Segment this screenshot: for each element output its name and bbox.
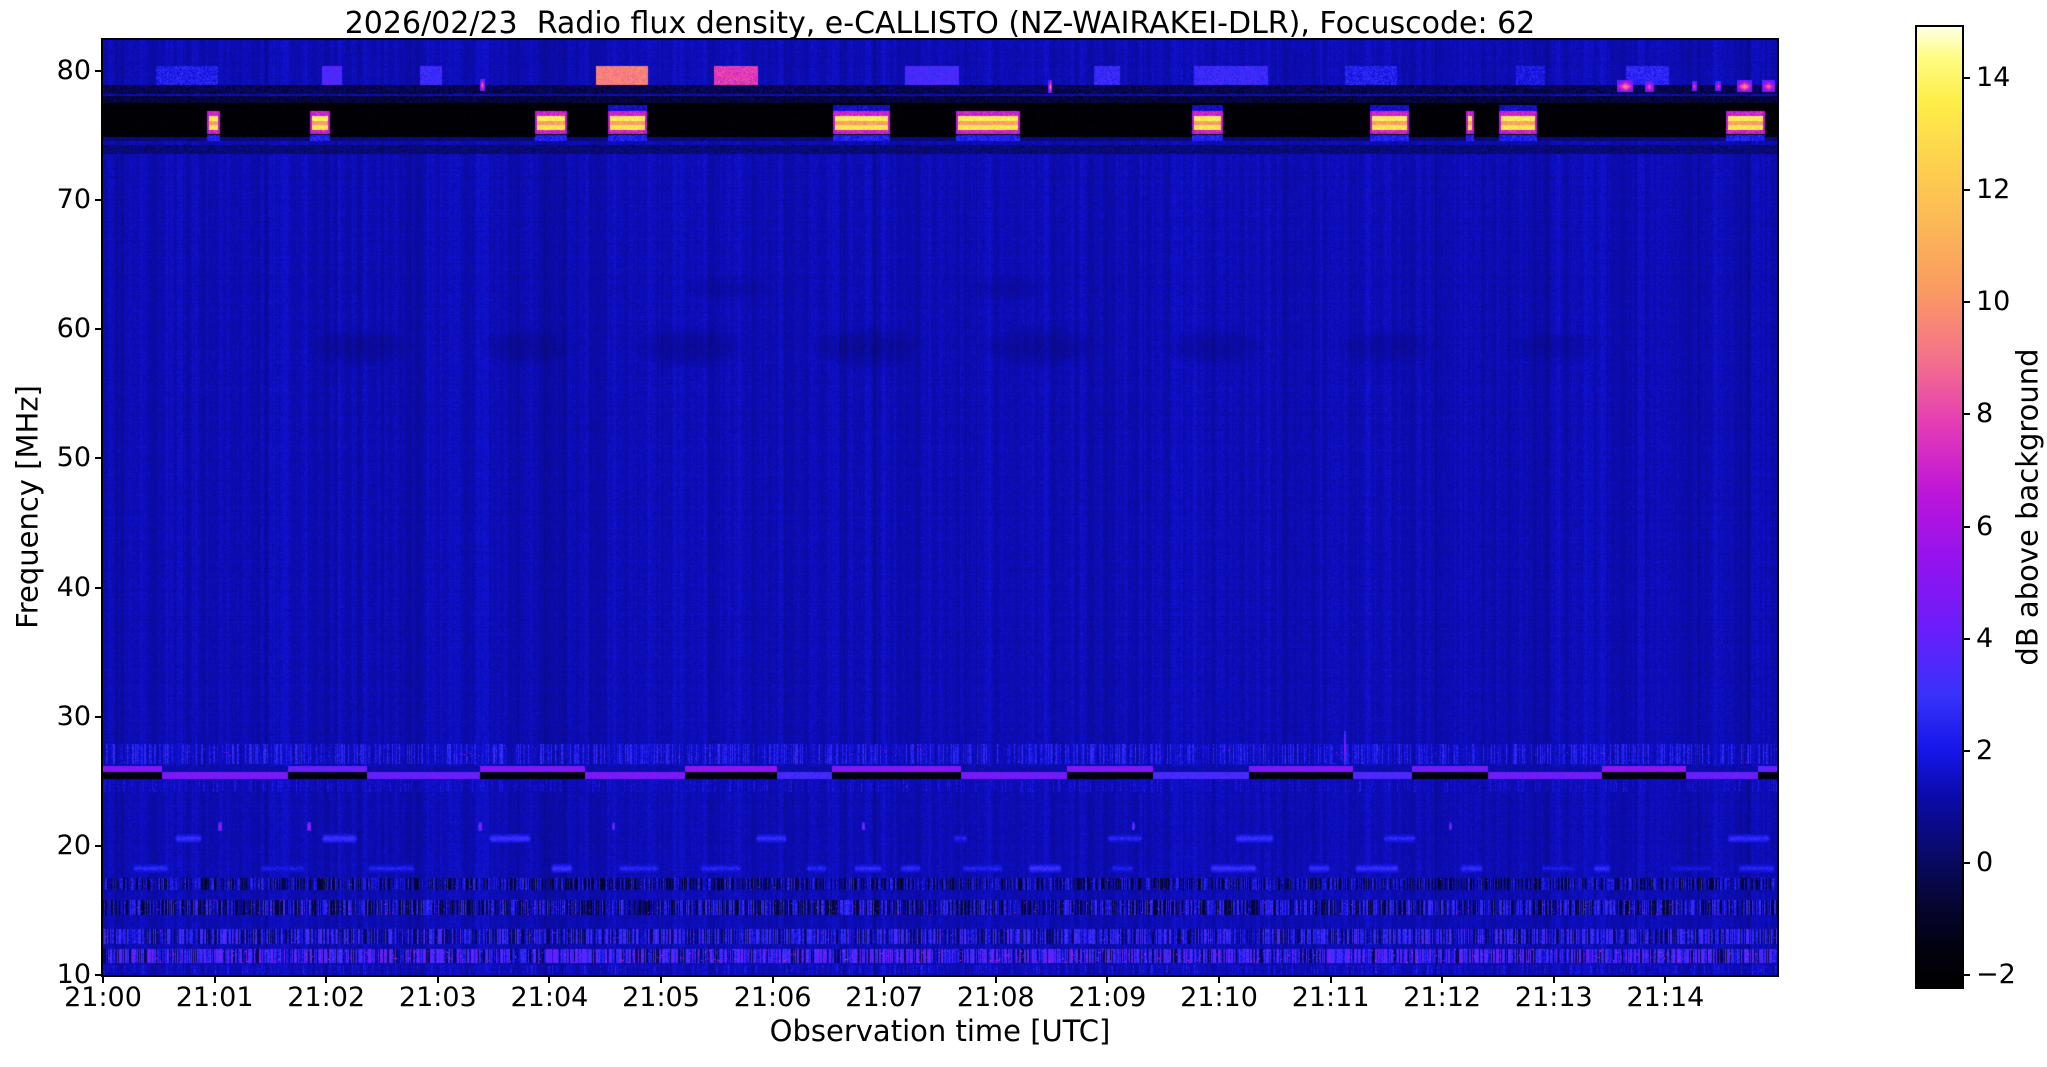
- x-tick-label: 21:00: [64, 982, 142, 1013]
- colorbar-tick-label: 0: [1976, 847, 1994, 879]
- y-tick-label: 80: [56, 54, 91, 86]
- x-tick-label: 21:14: [1626, 982, 1705, 1013]
- colorbar-tick-label: 2: [1976, 734, 1994, 766]
- x-tick-mark: [436, 975, 439, 983]
- x-tick-mark: [660, 975, 662, 983]
- x-tick-label: 21:01: [175, 982, 254, 1013]
- y-tick-mark: [95, 974, 103, 976]
- x-tick-label: 21:03: [398, 982, 477, 1013]
- y-tick-mark: [95, 457, 103, 460]
- y-tick-label: 10: [56, 959, 91, 990]
- y-tick-mark: [95, 199, 103, 202]
- colorbar-tick-mark: [1962, 637, 1970, 640]
- colorbar-tick-mark: [1962, 525, 1970, 528]
- x-tick-label: 21:11: [1291, 982, 1370, 1013]
- y-axis-label: Frequency [MHz]: [10, 385, 45, 629]
- x-tick-mark: [994, 975, 997, 983]
- x-tick-mark: [1664, 975, 1667, 983]
- y-tick-mark: [95, 328, 103, 331]
- colorbar-tick-label: 8: [1976, 398, 1994, 430]
- x-tick-mark: [1329, 975, 1332, 983]
- colorbar-tick-mark: [1962, 77, 1970, 80]
- colorbar-label: dB above background: [2010, 348, 2045, 666]
- colorbar-tick-mark: [1962, 189, 1970, 192]
- colorbar-gradient: [1917, 27, 1962, 987]
- plot-title: 2026/02/23 Radio flux density, e-CALLIST…: [344, 6, 1536, 41]
- spectrogram-canvas: [103, 40, 1777, 975]
- y-tick-label: 60: [56, 313, 91, 345]
- y-tick-mark: [95, 69, 103, 72]
- colorbar-tick-mark: [1962, 301, 1970, 304]
- y-tick-label: 30: [56, 700, 91, 732]
- x-tick-mark: [1106, 975, 1109, 983]
- colorbar-tick-label: 4: [1976, 622, 1994, 654]
- colorbar-tick-label: 12: [1976, 174, 2011, 206]
- x-tick-label: 21:12: [1403, 982, 1482, 1013]
- x-tick-label: 21:06: [733, 982, 812, 1013]
- x-tick-label: 21:09: [1068, 982, 1147, 1013]
- y-tick-label: 40: [56, 571, 91, 603]
- x-tick-mark: [1218, 975, 1220, 983]
- x-tick-mark: [771, 975, 774, 983]
- colorbar: [1915, 25, 1964, 989]
- colorbar-tick-label: −2: [1976, 959, 2016, 991]
- x-tick-mark: [1552, 975, 1555, 983]
- y-tick-mark: [95, 586, 103, 589]
- x-tick-mark: [883, 975, 886, 983]
- x-tick-mark: [1441, 975, 1444, 983]
- y-tick-label: 20: [56, 829, 91, 861]
- x-tick-mark: [325, 975, 328, 983]
- x-tick-label: 21:02: [287, 982, 366, 1013]
- x-axis-label: Observation time [UTC]: [769, 1014, 1111, 1048]
- colorbar-tick-label: 14: [1976, 62, 2011, 94]
- colorbar-tick-mark: [1962, 862, 1970, 865]
- x-tick-label: 21:04: [510, 982, 589, 1013]
- colorbar-tick-mark: [1962, 749, 1970, 752]
- colorbar-tick-mark: [1962, 413, 1970, 416]
- colorbar-tick-label: 6: [1976, 510, 1994, 542]
- x-tick-mark: [213, 975, 216, 983]
- x-tick-mark: [102, 975, 104, 983]
- y-tick-label: 50: [56, 442, 91, 474]
- x-tick-label: 21:08: [956, 982, 1035, 1013]
- colorbar-tick-mark: [1962, 974, 1970, 977]
- x-tick-label: 21:07: [845, 982, 924, 1013]
- colorbar-tick-label: 10: [1976, 286, 2011, 318]
- y-tick-mark: [95, 715, 103, 718]
- y-tick-label: 70: [56, 184, 91, 216]
- x-tick-label: 21:05: [622, 982, 700, 1013]
- plot-area: [101, 38, 1779, 977]
- x-tick-mark: [548, 975, 551, 983]
- y-tick-mark: [95, 844, 103, 847]
- x-tick-label: 21:10: [1180, 982, 1258, 1013]
- x-tick-label: 21:13: [1514, 982, 1593, 1013]
